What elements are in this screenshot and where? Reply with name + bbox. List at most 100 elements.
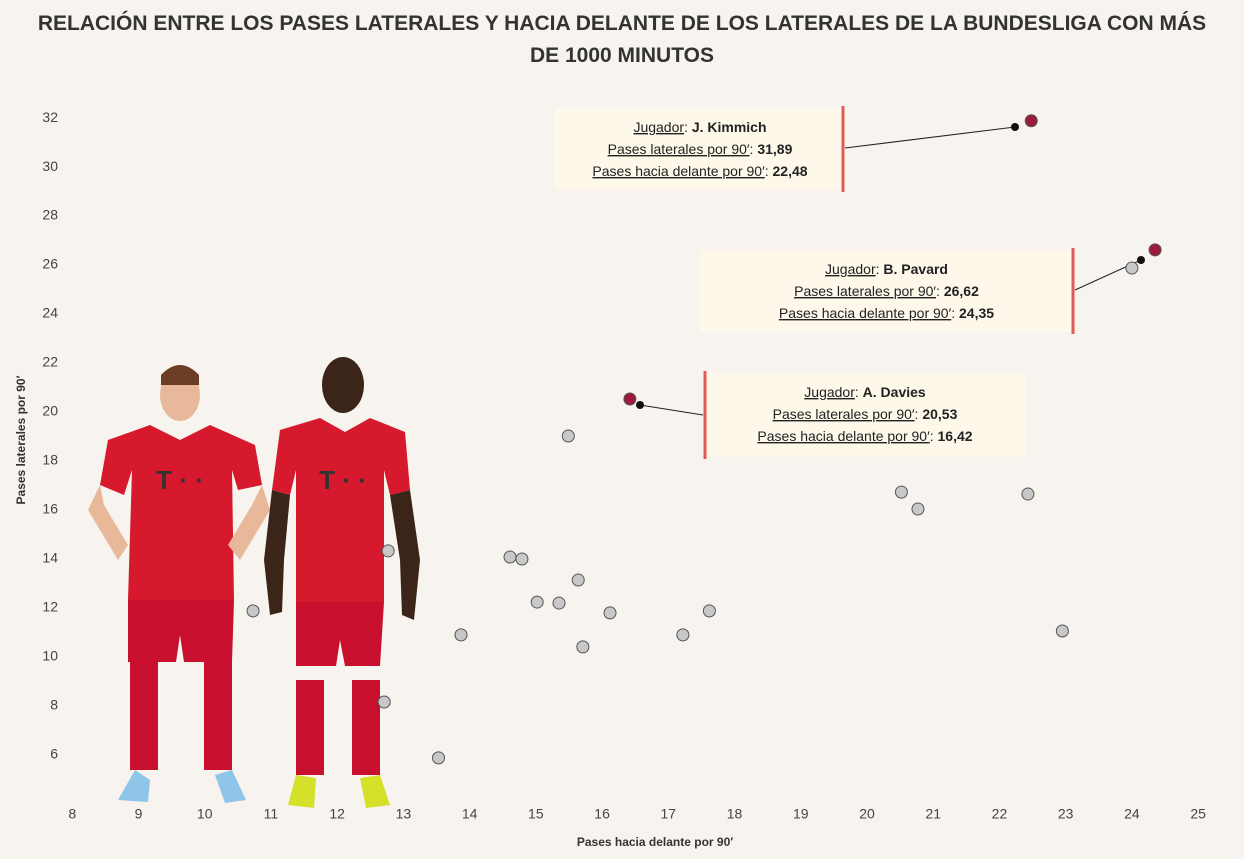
chart-title: RELACIÓN ENTRE LOS PASES LATERALES Y HAC… <box>38 11 1206 67</box>
point <box>1055 624 1069 638</box>
x-tick-label: 13 <box>396 806 412 822</box>
x-tick-label: 17 <box>661 806 677 822</box>
annotation-value: 26,62 <box>944 283 979 299</box>
x-tick-label: 22 <box>992 806 1008 822</box>
x-tick-label: 23 <box>1058 806 1074 822</box>
annotation-key: Pases hacia delante por 90′ <box>592 163 765 179</box>
point <box>894 485 908 499</box>
point <box>431 751 445 765</box>
x-tick-label: 12 <box>329 806 345 822</box>
annotation-key: Pases laterales por 90′ <box>794 283 936 299</box>
point <box>515 552 529 566</box>
annotation-line: Pases laterales por 90′: 26,62 <box>794 283 979 299</box>
x-tick-label: 11 <box>264 806 279 822</box>
point <box>702 604 716 618</box>
x-tick-label: 18 <box>727 806 743 822</box>
annotation-line: Pases hacia delante por 90′: 22,48 <box>592 163 807 179</box>
annotation-key: Pases hacia delante por 90′ <box>757 428 930 444</box>
y-tick-label: 18 <box>42 452 58 468</box>
point <box>576 640 590 654</box>
annotation-leader <box>639 404 704 416</box>
y-tick-label: 20 <box>42 403 58 419</box>
annotation-value: 22,48 <box>773 163 808 179</box>
y-tick-label: 26 <box>42 256 58 272</box>
point <box>530 595 544 609</box>
annotation-value: 31,89 <box>757 141 792 157</box>
y-tick-label: 6 <box>50 746 58 762</box>
annotation-line: Pases laterales por 90′: 20,53 <box>773 406 958 422</box>
annotation-box <box>700 250 1073 332</box>
annotation-value: 16,42 <box>938 428 973 444</box>
x-tick-label: 14 <box>462 806 478 822</box>
player-figures: T · · T · · <box>88 357 420 808</box>
point <box>676 628 690 642</box>
annotation-line: Pases laterales por 90′: 31,89 <box>608 141 793 157</box>
annotation-box <box>555 108 845 190</box>
point <box>454 628 468 642</box>
x-tick-label: 25 <box>1190 806 1206 822</box>
annotation-line: Pases hacia delante por 90′: 16,42 <box>757 428 972 444</box>
annotations: Jugador: J. Kimmich Pases laterales por 9… <box>555 106 1145 459</box>
axes: 8 9 10 11 12 13 14 15 16 17 18 19 20 21 22 23 24 25 6 8 10 12… <box>42 109 1206 822</box>
y-tick-label: 8 <box>50 697 58 713</box>
x-tick-label: 15 <box>528 806 544 822</box>
point <box>1021 487 1035 501</box>
y-tick-label: 14 <box>42 550 58 566</box>
player-figure: T · · <box>264 357 420 808</box>
x-tick-label: 9 <box>135 806 143 822</box>
y-tick-label: 12 <box>42 599 58 615</box>
point <box>571 573 585 587</box>
annotation-line: Jugador: A. Davies <box>804 384 926 400</box>
x-tick-label: 8 <box>68 806 76 822</box>
x-tick-label: 10 <box>197 806 213 822</box>
point <box>246 604 260 618</box>
annotation-anchor <box>1011 123 1019 131</box>
annotation-value: B. Pavard <box>883 261 948 277</box>
point <box>377 695 391 709</box>
point <box>623 392 637 406</box>
point <box>561 429 575 443</box>
svg-text:T · ·: T · · <box>156 465 204 495</box>
x-tick-label: 24 <box>1124 806 1140 822</box>
point <box>503 550 517 564</box>
y-axis-label: Pases laterales por 90′ <box>14 375 28 504</box>
svg-text:T · ·: T · · <box>319 465 367 495</box>
annotation-anchor <box>636 401 644 409</box>
x-tick-label: 20 <box>859 806 875 822</box>
annotation-key: Pases hacia delante por 90′ <box>779 305 952 321</box>
annotation-value: 24,35 <box>959 305 994 321</box>
annotation-anchor <box>1137 256 1145 264</box>
annotation-value: A. Davies <box>863 384 926 400</box>
x-axis-label: Pases hacia delante por 90′ <box>577 835 733 849</box>
annotation-key: Pases laterales por 90′ <box>773 406 915 422</box>
annotation-key: Pases laterales por 90′ <box>608 141 750 157</box>
y-tick-label: 32 <box>42 109 58 125</box>
annotation-value: J. Kimmich <box>692 119 767 135</box>
point <box>552 596 566 610</box>
point <box>1125 261 1139 275</box>
annotation-line: Jugador: J. Kimmich <box>633 119 766 135</box>
annotation-key: Jugador <box>825 261 876 277</box>
annotation-key: Jugador <box>804 384 855 400</box>
annotation-box <box>705 373 1025 457</box>
annotation-value: 20,53 <box>922 406 957 422</box>
y-tick-label: 28 <box>42 207 58 223</box>
x-tick-label: 21 <box>925 806 941 822</box>
annotation-key: Jugador <box>633 119 684 135</box>
point <box>381 544 395 558</box>
annotation-line: Jugador: B. Pavard <box>825 261 948 277</box>
y-tick-label: 24 <box>42 305 58 321</box>
point <box>911 502 925 516</box>
marks <box>246 114 1162 765</box>
y-tick-label: 10 <box>42 648 58 664</box>
y-tick-label: 16 <box>42 501 58 517</box>
x-tick-label: 19 <box>793 806 809 822</box>
x-tick-label: 16 <box>594 806 610 822</box>
point <box>603 606 617 620</box>
y-tick-label: 22 <box>42 354 58 370</box>
y-tick-label: 30 <box>42 158 58 174</box>
annotation-leader <box>844 126 1016 149</box>
player-figure: T · · <box>88 365 270 803</box>
